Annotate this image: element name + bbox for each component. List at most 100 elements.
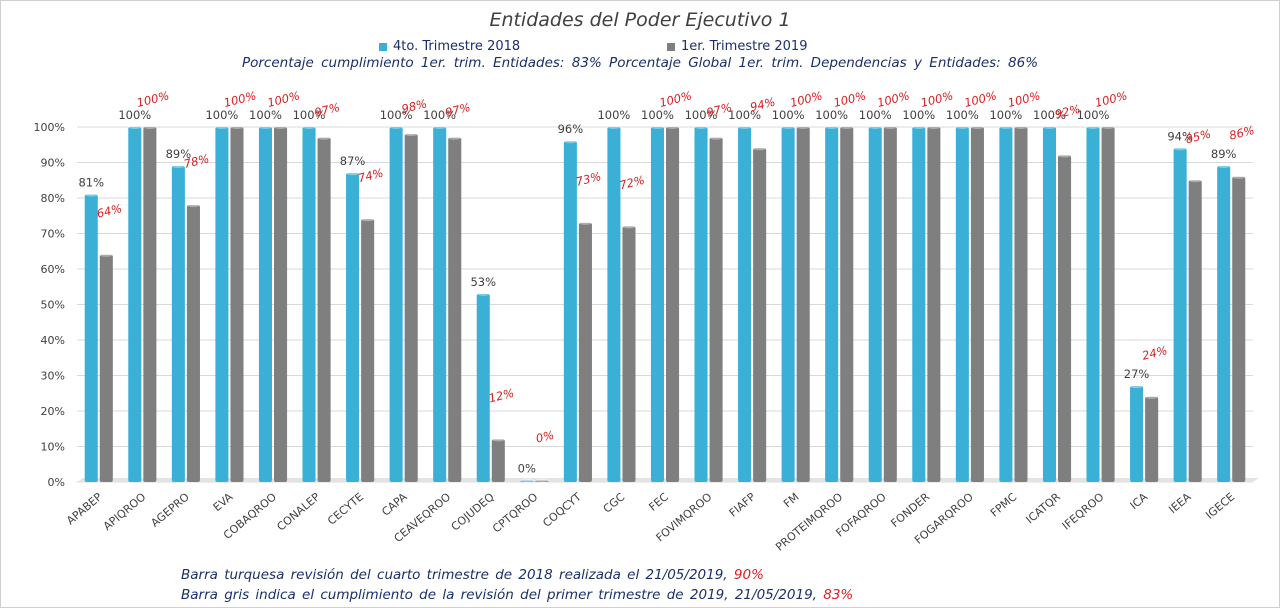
bar-2019-cap <box>1145 394 1159 399</box>
bar-2018-cap <box>84 192 98 197</box>
bar-2019-cap <box>317 135 331 140</box>
data-label-2018: 100% <box>423 108 456 122</box>
data-label-2019: 100% <box>876 88 911 110</box>
data-label-2018: 94% <box>1167 129 1193 143</box>
x-tick-label: AGEPRO <box>148 490 192 530</box>
bar-2018 <box>1086 127 1100 482</box>
bar-2018-cap <box>346 171 360 176</box>
data-label-2018: 100% <box>249 108 282 122</box>
data-label-2019: 100% <box>1006 88 1041 110</box>
bar-2018-cap <box>1042 125 1056 129</box>
bar-2019-cap <box>796 125 810 129</box>
legend-label-2019: 1er. Trimestre 2019 <box>681 39 808 54</box>
bar-2018 <box>520 480 534 482</box>
data-label-2018: 100% <box>728 108 761 122</box>
data-label-2018: 100% <box>685 108 718 122</box>
bar-2018-cap <box>912 125 926 129</box>
bar-2019-cap <box>274 125 288 129</box>
bar-2018 <box>912 127 926 482</box>
bar-2019-cap <box>709 135 723 140</box>
bar-2019-cap <box>230 125 244 129</box>
bar-2019-cap <box>1058 153 1072 158</box>
data-label-2018: 100% <box>1033 108 1066 122</box>
bar-2019 <box>1058 155 1072 482</box>
x-tick-label: FEC <box>647 490 672 514</box>
data-label-2019: 73% <box>574 169 602 189</box>
bar-2019-cap <box>927 125 941 129</box>
bar-2019 <box>404 134 418 482</box>
y-tick-label: 70% <box>41 228 65 241</box>
bar-2018 <box>563 141 577 482</box>
bar-2018 <box>476 293 490 482</box>
data-label-2019: 100% <box>1093 88 1128 110</box>
bar-2019 <box>448 137 462 482</box>
bar-2019-cap <box>1014 125 1028 129</box>
x-tick-label: FM <box>781 490 801 510</box>
data-label-2019: 12% <box>487 386 515 406</box>
bar-2018-cap <box>258 125 273 129</box>
data-label-2019: 100% <box>658 88 693 110</box>
bar-2018 <box>650 127 664 482</box>
bar-2019 <box>578 222 592 482</box>
bar-2019-cap <box>666 125 680 129</box>
bar-2019-cap <box>1232 174 1246 179</box>
data-label-2019: 97% <box>313 100 341 120</box>
bar-2019 <box>99 254 113 482</box>
bar-2019 <box>1014 127 1028 482</box>
bar-2019 <box>535 480 549 482</box>
footnote-gray: Barra gris indica el cumplimiento de la … <box>181 587 853 603</box>
bar-2018 <box>825 127 839 482</box>
footnote-gray-text: Barra gris indica el cumplimiento de la … <box>181 587 817 603</box>
data-label-2018: 27% <box>1124 367 1150 381</box>
bar-2019-cap <box>143 125 157 129</box>
bar-2018-cap <box>1173 146 1187 151</box>
bar-2018 <box>738 127 752 482</box>
y-tick-label: 50% <box>41 299 65 312</box>
y-tick-label: 0% <box>48 476 65 489</box>
data-label-2018: 100% <box>293 108 326 122</box>
bar-2018-cap <box>999 125 1013 129</box>
data-label-2019: 100% <box>222 88 257 110</box>
data-label-2019: 78% <box>182 151 210 171</box>
bar-2019 <box>970 127 984 482</box>
data-label-2019: 100% <box>919 88 954 110</box>
data-label-2019: 94% <box>749 95 777 115</box>
bar-2019 <box>1145 396 1159 482</box>
bar-2019 <box>317 137 331 482</box>
bar-2019-cap <box>1101 125 1115 129</box>
x-tick-label: FPMC <box>988 490 1020 520</box>
data-label-2018: 100% <box>1077 108 1110 122</box>
bar-2018-cap <box>563 139 577 144</box>
footnote-turquoise-value: 90% <box>727 567 764 583</box>
y-tick-label: 60% <box>41 263 65 276</box>
x-tick-label: EVA <box>211 490 236 514</box>
data-label-2018: 81% <box>78 175 104 189</box>
data-label-2018: 87% <box>340 154 366 168</box>
x-tick-label: CONALEP <box>274 490 322 533</box>
legend-item-2019: 1er. Trimestre 2019 <box>667 39 807 54</box>
data-label-2019: 100% <box>789 88 824 110</box>
data-label-2019: 100% <box>832 88 867 110</box>
data-label-2018: 100% <box>118 108 151 122</box>
bar-2018 <box>171 166 185 483</box>
y-tick-label: 100% <box>34 121 65 134</box>
y-tick-label: 20% <box>41 405 65 418</box>
x-tick-label: IEEA <box>1166 490 1194 516</box>
data-label-2018: 100% <box>205 108 238 122</box>
bar-2019 <box>274 127 288 482</box>
data-label-2018: 100% <box>989 108 1022 122</box>
bar-2018-cap <box>302 125 316 129</box>
bar-2019-cap <box>578 220 592 225</box>
bar-2019 <box>1101 127 1115 482</box>
x-tick-label: ICATQR <box>1023 490 1063 526</box>
bar-2018-cap <box>128 125 142 129</box>
bar-2019-cap <box>970 125 984 129</box>
data-label-2019: 97% <box>705 100 733 120</box>
x-tick-label: COJUDEQ <box>449 490 497 533</box>
bar-2019 <box>709 137 723 482</box>
bar-2019 <box>1232 176 1246 482</box>
bar-2018-cap <box>171 164 185 169</box>
bar-2018 <box>433 127 447 482</box>
x-tick-label: APABEP <box>64 490 105 527</box>
